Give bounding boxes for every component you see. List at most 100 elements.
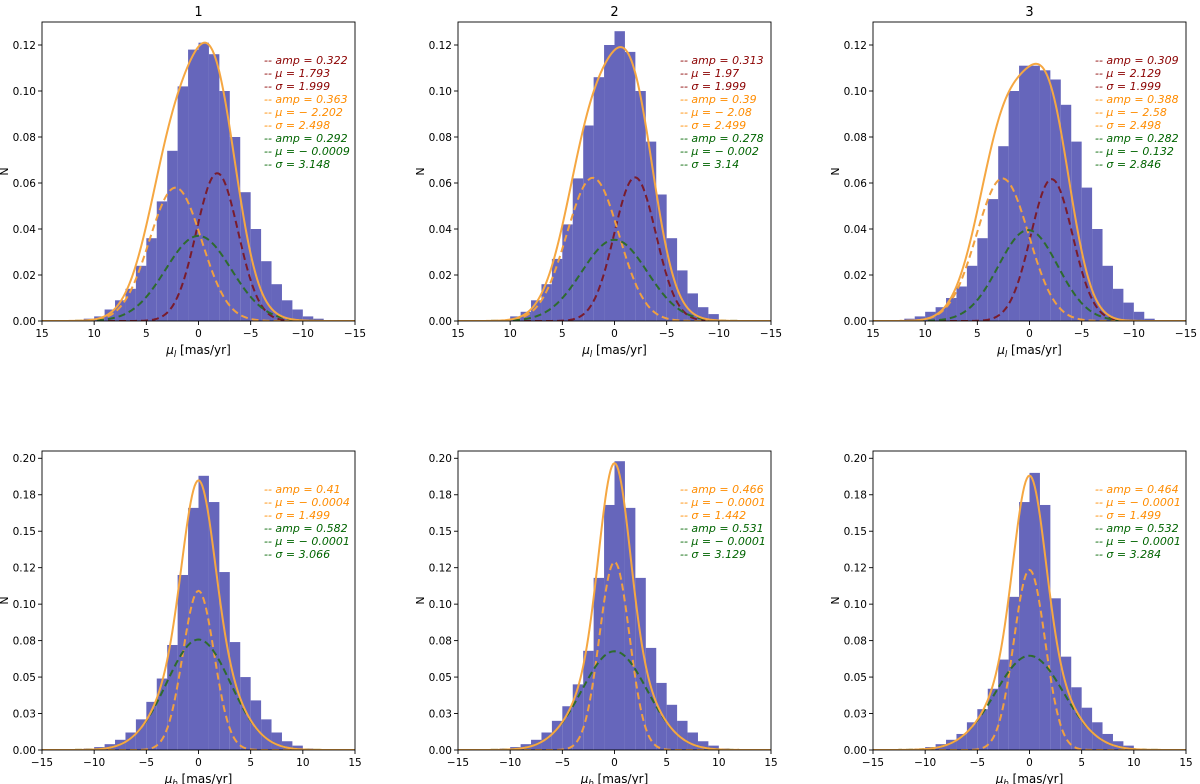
y-tick-label: 0.10 bbox=[13, 599, 36, 611]
histogram-bar bbox=[219, 572, 230, 750]
x-tick-label: 5 bbox=[663, 757, 670, 769]
legend-entry-green: -- σ = 3.148 bbox=[264, 158, 330, 171]
x-tick-label: 0 bbox=[611, 757, 618, 769]
y-tick-label: 0.10 bbox=[429, 86, 452, 98]
x-axis-label-units: [mas/yr] bbox=[178, 772, 233, 784]
histogram-bar bbox=[687, 732, 698, 750]
legend-entry-orange: -- σ = 2.498 bbox=[1095, 119, 1161, 132]
histogram-bar bbox=[177, 86, 189, 321]
histogram-bar bbox=[562, 706, 573, 750]
legend-entry-orange: -- σ = 1.499 bbox=[1095, 509, 1161, 522]
histogram-bar bbox=[708, 745, 719, 750]
y-tick-label: 0.18 bbox=[13, 490, 36, 502]
chart-panel-6: −15 −10 −5 0 5 10 15 0.00 0.03 0.05 0.08 0.10 0.12 0.… bbox=[829, 450, 1193, 784]
histogram-bar bbox=[1019, 502, 1030, 750]
legend-entry-orange: -- σ = 1.499 bbox=[264, 509, 330, 522]
y-tick-label: 0.06 bbox=[13, 178, 37, 190]
y-tick-label: 0.12 bbox=[429, 40, 452, 52]
histogram-bar bbox=[1029, 472, 1040, 750]
histogram-bar bbox=[697, 741, 709, 750]
x-tick-label: 0 bbox=[195, 757, 202, 769]
histogram-bar bbox=[229, 137, 241, 321]
x-axis-label-units: [mas/yr] bbox=[1009, 772, 1064, 784]
plot-area bbox=[42, 41, 355, 321]
histogram-bar bbox=[1112, 288, 1124, 321]
panel-title: 1 bbox=[194, 5, 202, 20]
histogram-bar bbox=[645, 141, 657, 321]
chart-panel-2: 15 10 5 0 −5 −10 −15 0.00 0.02 0.04 0.06 0.08 0.10 0.… bbox=[414, 5, 782, 360]
histogram-bar bbox=[1039, 70, 1051, 321]
plot-area bbox=[458, 461, 771, 750]
histogram-bar bbox=[240, 192, 251, 321]
y-tick-label: 0.18 bbox=[844, 490, 867, 502]
component-curve-orange bbox=[42, 589, 355, 750]
histogram-bar bbox=[250, 700, 262, 750]
x-tick-label: −15 bbox=[1175, 328, 1197, 340]
component-curve-orange bbox=[42, 186, 355, 321]
y-tick-label: 0.05 bbox=[429, 672, 452, 684]
histogram-bar bbox=[1008, 596, 1020, 750]
histogram-bar bbox=[614, 461, 625, 750]
histogram-bar bbox=[572, 178, 584, 321]
x-tick-label: −5 bbox=[659, 328, 674, 340]
y-tick-label: 0.06 bbox=[844, 178, 868, 190]
x-tick-label: 0 bbox=[1026, 757, 1033, 769]
histogram-bar bbox=[261, 719, 272, 750]
histogram-bar bbox=[1029, 65, 1040, 321]
legend-entry-red: -- σ = 1.999 bbox=[1095, 80, 1161, 93]
x-tick-label: −5 bbox=[1074, 328, 1089, 340]
x-tick-label: 10 bbox=[87, 328, 100, 340]
histogram-bar bbox=[946, 739, 957, 750]
legend-entry-green: -- σ = 3.14 bbox=[680, 158, 739, 171]
histogram-bar bbox=[271, 732, 282, 750]
y-tick-label: 0.02 bbox=[844, 270, 867, 282]
x-axis-label-units: [mas/yr] bbox=[594, 772, 649, 784]
legend-entry-orange: -- amp = 0.466 bbox=[680, 483, 764, 496]
x-axis-label-subscript: b bbox=[1003, 779, 1008, 784]
x-axis-label: μb [mas/yr] bbox=[580, 772, 649, 784]
x-tick-label: 15 bbox=[866, 328, 879, 340]
legend-entry-green: -- amp = 0.278 bbox=[680, 132, 764, 145]
legend-entry-green: -- amp = 0.292 bbox=[264, 132, 348, 145]
y-tick-label: 0.10 bbox=[844, 599, 867, 611]
histogram-bar bbox=[198, 42, 209, 321]
histogram-bar bbox=[635, 577, 646, 750]
y-axis-label: N bbox=[0, 167, 11, 175]
total-fit-curve bbox=[458, 462, 771, 750]
histogram-bar bbox=[604, 504, 615, 750]
histogram-bar bbox=[966, 265, 978, 321]
x-tick-label: −15 bbox=[760, 328, 782, 340]
y-axis-label: N bbox=[414, 596, 427, 604]
histogram-bar bbox=[188, 507, 199, 750]
x-axis-label-subscript: l bbox=[590, 350, 593, 360]
legend-entry-orange: -- μ = − 2.202 bbox=[264, 106, 343, 119]
histogram-bar bbox=[146, 701, 157, 750]
histogram-bar bbox=[281, 300, 293, 321]
x-tick-label: 0 bbox=[611, 328, 618, 340]
y-tick-label: 0.06 bbox=[429, 178, 453, 190]
histogram-bar bbox=[167, 644, 178, 750]
histogram-bar bbox=[656, 194, 667, 321]
component-curve-green bbox=[458, 238, 771, 321]
legend-entry-orange: -- amp = 0.39 bbox=[680, 93, 757, 106]
histogram-bar bbox=[987, 688, 999, 750]
y-tick-label: 0.12 bbox=[13, 562, 36, 574]
histogram-bar bbox=[271, 284, 282, 321]
x-tick-label: 10 bbox=[918, 328, 931, 340]
x-axis-label: μl [mas/yr] bbox=[165, 343, 231, 360]
histogram-bar bbox=[583, 650, 594, 750]
histogram-bar bbox=[1092, 229, 1103, 321]
histogram-bar bbox=[604, 45, 615, 321]
histogram-bar bbox=[551, 720, 563, 750]
y-tick-label: 0.00 bbox=[429, 745, 452, 757]
legend-entry-red: -- σ = 1.999 bbox=[264, 80, 330, 93]
y-tick-label: 0.08 bbox=[844, 132, 867, 144]
y-tick-label: 0.10 bbox=[429, 599, 452, 611]
x-tick-label: 10 bbox=[712, 757, 725, 769]
legend-entry-green: -- amp = 0.531 bbox=[680, 522, 764, 535]
y-tick-label: 0.12 bbox=[844, 40, 867, 52]
legend-entry-orange: -- σ = 2.499 bbox=[680, 119, 746, 132]
chart-panel-3: 15 10 5 0 −5 −10 −15 0.00 0.02 0.04 0.06 0.08 0.10 0.… bbox=[829, 5, 1197, 360]
x-tick-label: 10 bbox=[1127, 757, 1140, 769]
x-tick-label: 15 bbox=[1179, 757, 1192, 769]
